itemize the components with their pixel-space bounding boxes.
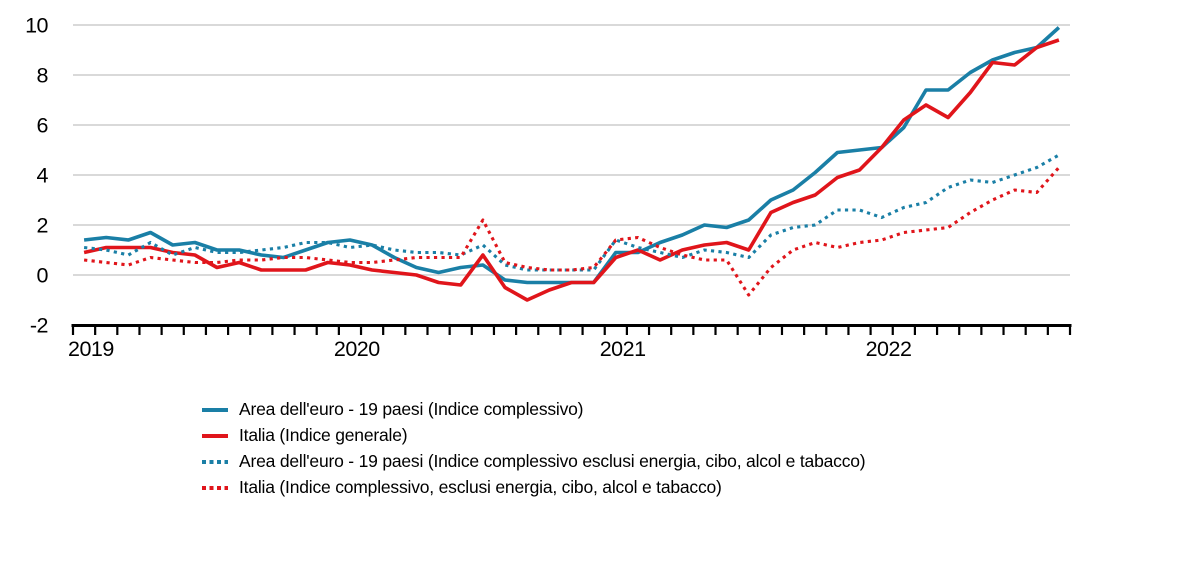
x-axis-year-label: 2020 xyxy=(334,337,380,361)
legend-label: Area dell'euro - 19 paesi (Indice comple… xyxy=(239,399,584,420)
series-line-2 xyxy=(83,153,1060,272)
legend-marker-dotted-red-icon xyxy=(202,486,228,490)
legend-marker-dotted-blue-icon xyxy=(202,460,228,464)
chart-legend: Area dell'euro - 19 paesi (Indice comple… xyxy=(202,397,866,501)
legend-marker-solid-blue-icon xyxy=(202,408,228,412)
legend-item-euro-area-core: Area dell'euro - 19 paesi (Indice comple… xyxy=(202,449,866,475)
y-axis-tick-label: 8 xyxy=(37,64,49,88)
legend-label: Italia (Indice generale) xyxy=(239,425,408,446)
legend-item-euro-area-headline: Area dell'euro - 19 paesi (Indice comple… xyxy=(202,397,865,423)
x-axis-year-label: 2022 xyxy=(866,337,912,361)
y-axis-tick-label: -2 xyxy=(30,314,48,338)
y-axis-tick-label: 4 xyxy=(37,164,49,188)
legend-label: Italia (Indice complessivo, esclusi ener… xyxy=(239,477,722,498)
x-axis-year-label: 2021 xyxy=(600,337,646,361)
series-line-0 xyxy=(83,26,1061,285)
legend-marker-solid-red-icon xyxy=(202,434,228,438)
y-axis-tick-label: 6 xyxy=(37,114,49,138)
x-axis-year-label: 2019 xyxy=(68,337,114,361)
y-axis-tick-label: 2 xyxy=(37,214,48,238)
legend-label: Area dell'euro - 19 paesi (Indice comple… xyxy=(239,451,866,472)
legend-item-italy-headline: Italia (Indice generale) xyxy=(202,423,865,449)
y-axis-tick-label: 0 xyxy=(37,264,49,288)
series-line-1 xyxy=(83,38,1060,302)
y-axis-tick-label: 10 xyxy=(25,14,48,38)
legend-item-italy-core: Italia (Indice complessivo, esclusi ener… xyxy=(202,475,865,501)
